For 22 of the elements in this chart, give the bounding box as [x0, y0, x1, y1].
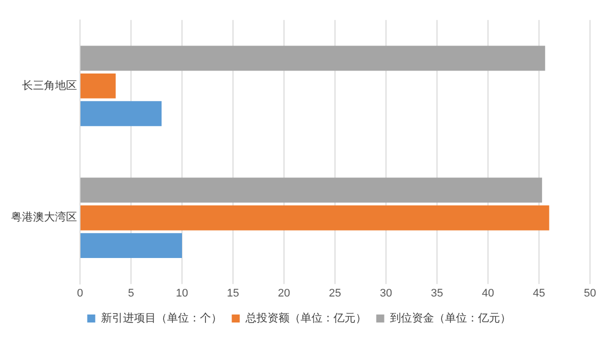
x-tick-label: 25 — [328, 287, 342, 300]
x-tick-label: 20 — [278, 287, 290, 300]
x-tick-label: 10 — [176, 287, 188, 300]
y-tick-label: 粤港澳大湾区 — [11, 210, 77, 224]
legend-label: 新引进项目（单位：个） — [100, 311, 222, 324]
y-tick-label: 长三角地区 — [22, 78, 77, 92]
bar — [80, 73, 116, 98]
x-tick-label: 35 — [430, 287, 444, 300]
bar — [80, 178, 542, 203]
bar — [80, 101, 162, 126]
x-tick-label: 5 — [128, 287, 134, 300]
x-tick-label: 45 — [532, 287, 546, 300]
x-tick-label: 40 — [482, 287, 494, 300]
x-tick-label: 15 — [226, 287, 240, 300]
x-tick-label: 30 — [380, 287, 392, 300]
bar — [80, 233, 182, 258]
bar — [80, 46, 546, 71]
x-tick-label: 0 — [76, 287, 84, 300]
bar — [80, 205, 550, 230]
x-tick-label: 50 — [584, 287, 596, 300]
legend-label: 总投资额（单位：亿元） — [244, 311, 366, 324]
legend-label: 到位资金（单位：亿元） — [390, 311, 511, 324]
